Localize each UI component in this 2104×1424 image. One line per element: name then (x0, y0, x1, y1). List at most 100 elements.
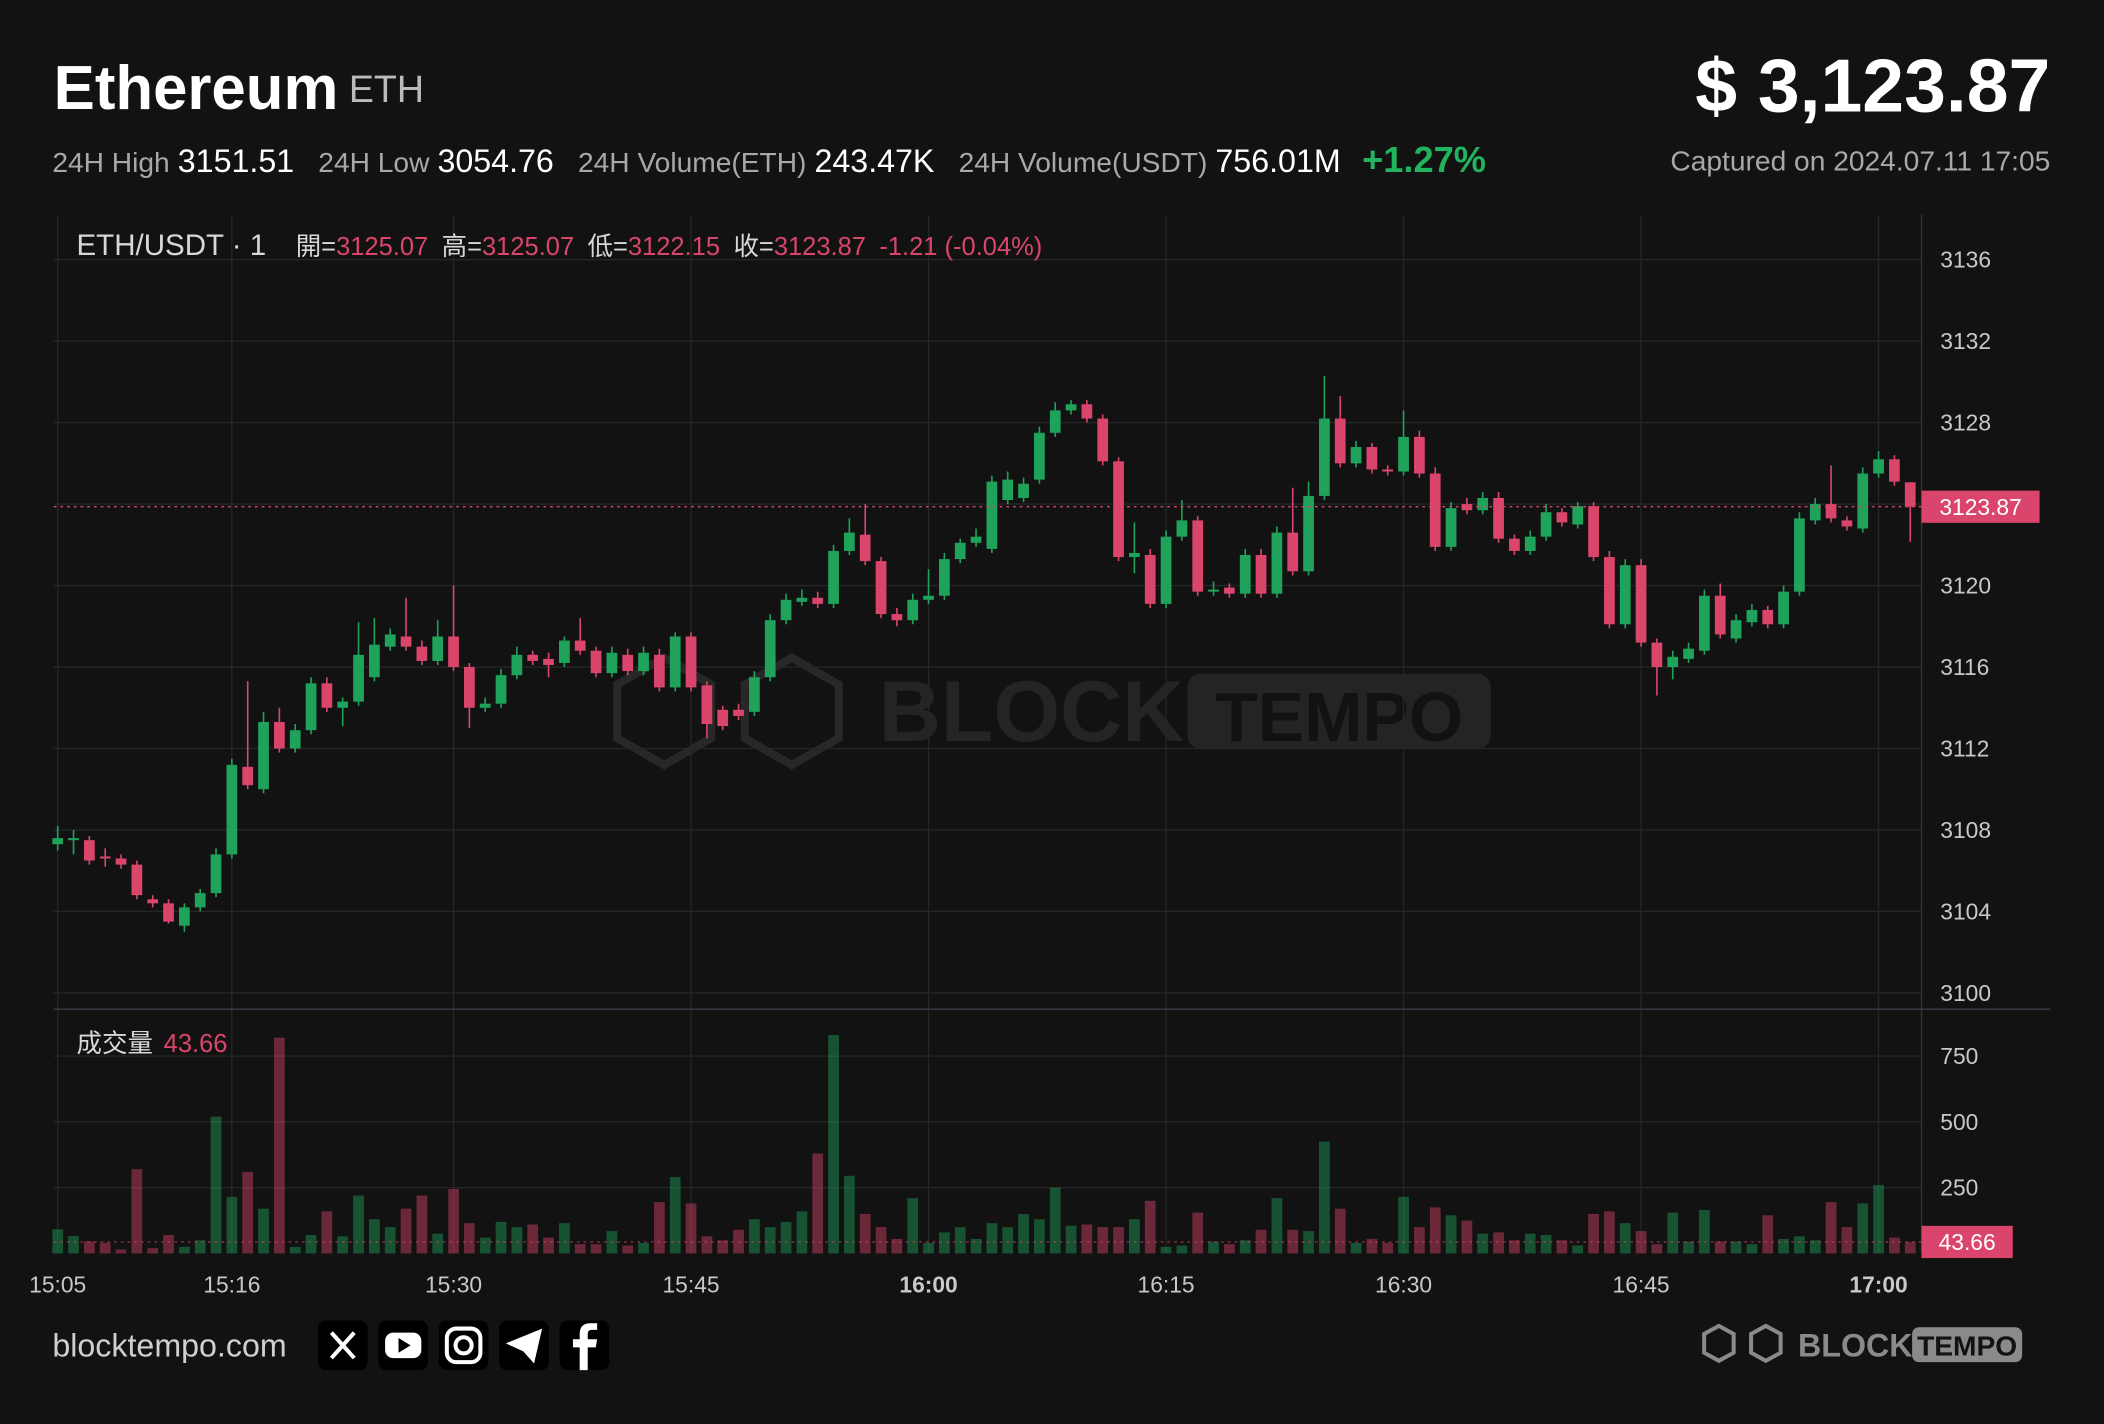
x-tick-label: 16:45 (1613, 1271, 1670, 1297)
captured: Captured on 2024.07.11 17:05 (1670, 145, 2050, 177)
candle-body (1113, 461, 1124, 558)
volume-bar (1239, 1240, 1251, 1254)
volume-bar (400, 1208, 412, 1254)
candle-body (1746, 609, 1758, 623)
last-price-box (1921, 490, 2040, 523)
volume-bar (1319, 1141, 1330, 1254)
volume-bar (305, 1235, 317, 1254)
footer: blocktempo.com BLOCK TEMPO (52, 1320, 2023, 1371)
candle-body (559, 640, 570, 663)
candle-body (638, 652, 649, 672)
candle-body (1208, 589, 1219, 592)
candle-body (701, 685, 713, 725)
volume-bar (1794, 1236, 1805, 1254)
volume-bar (1540, 1235, 1552, 1254)
candle-body (1461, 504, 1473, 511)
volume-bar (274, 1037, 285, 1254)
volume-bar (1619, 1223, 1631, 1254)
volume-bar (638, 1242, 649, 1254)
volume-bar (685, 1203, 697, 1254)
stat-label: 24H Volume(ETH) (578, 146, 806, 178)
volume-bar (115, 1249, 127, 1254)
volume-bar (464, 1223, 475, 1254)
stat-label: 24H Low (318, 146, 430, 178)
x-tick-label: 15:16 (203, 1271, 260, 1297)
volume-bar (749, 1219, 760, 1254)
candle-body (274, 722, 285, 749)
volume-bar (1730, 1241, 1742, 1254)
stat-value: 756.01M (1215, 143, 1340, 179)
candle-body (590, 650, 602, 674)
candle-body (1778, 591, 1789, 625)
y-tick-label: 3112 (1940, 736, 1989, 762)
volume-bar (1429, 1207, 1441, 1254)
last-price-label: 3123.87 (1939, 494, 2021, 520)
change: +1.27% (1362, 139, 1486, 180)
candle-body (923, 595, 934, 600)
candle-body (986, 481, 998, 549)
volume-bar (1018, 1213, 1029, 1254)
volume-bar (1144, 1200, 1156, 1254)
candle-body (1034, 432, 1045, 480)
volume-bar (1683, 1241, 1694, 1254)
candle-body (1049, 410, 1061, 433)
candle-body (796, 597, 808, 602)
volume-bar (1255, 1229, 1267, 1254)
last-volume-label: 43.66 (1939, 1229, 1996, 1255)
candle-body (1081, 404, 1093, 419)
x-tick-label: 15:45 (663, 1271, 720, 1297)
candle-body (1319, 418, 1330, 496)
candle-body (622, 654, 634, 672)
volume-bar (1034, 1219, 1045, 1254)
volume-bar (1208, 1241, 1219, 1254)
candle-body (939, 559, 950, 596)
y-tick-label: 3104 (1940, 898, 1991, 924)
candle-body (1540, 512, 1552, 537)
volume-bar (669, 1177, 681, 1254)
volume-bar (1129, 1219, 1140, 1254)
candle-body (1904, 482, 1916, 507)
watermark: BLOCK TEMPO (613, 653, 1491, 770)
candle-body (1144, 555, 1156, 604)
volume-bar (796, 1211, 808, 1254)
volume-bar (448, 1188, 459, 1254)
watermark-box (1187, 673, 1491, 749)
stat-label: 24H High (52, 146, 169, 178)
volume-bar (1366, 1238, 1378, 1254)
ohlc-label: 高= (442, 233, 482, 261)
volume-bar (559, 1223, 570, 1254)
logo-block: BLOCK (1798, 1328, 1912, 1364)
candle-body (1588, 506, 1599, 558)
volume-bar (1097, 1227, 1109, 1254)
change-label: -1.21 (-0.04%) (879, 233, 1042, 261)
candle-body (1493, 497, 1504, 539)
stat-value: 3054.76 (437, 143, 553, 179)
watermark-block: BLOCK (879, 664, 1184, 760)
ohlc-value: 3125.07 (482, 233, 574, 261)
logo-tempo: TEMPO (1917, 1329, 2017, 1361)
symbol: ETH (349, 68, 424, 110)
volume-bar (1746, 1244, 1758, 1254)
candle-body (606, 652, 618, 674)
candle-body (1414, 436, 1425, 474)
candle-body (875, 561, 887, 615)
x-tick-label: 15:30 (425, 1271, 482, 1297)
volume-bar (416, 1195, 428, 1254)
candle-body (52, 838, 64, 845)
candle-body (464, 667, 475, 708)
volume-bar (1334, 1208, 1346, 1254)
candle-body (717, 709, 729, 727)
volume-bar (1667, 1212, 1679, 1254)
y-tick-label: 3136 (1940, 247, 1991, 273)
volume-bar (986, 1223, 998, 1254)
candle-body (1303, 495, 1314, 572)
candle-body (1382, 469, 1394, 472)
candle-body (99, 856, 111, 859)
volume-bar (1445, 1215, 1457, 1254)
candle-body (115, 858, 127, 865)
volume-bar (258, 1208, 269, 1254)
stat-value: 243.47K (814, 143, 934, 179)
icon-instagram[interactable] (438, 1320, 489, 1371)
volume-bar (511, 1227, 523, 1254)
